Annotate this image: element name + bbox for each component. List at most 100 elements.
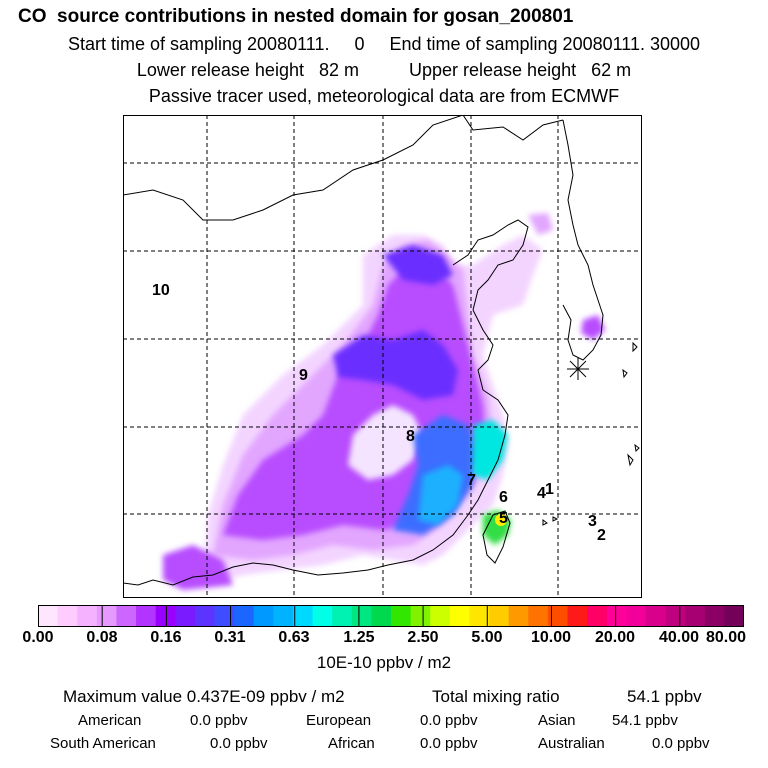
- colorbar-tick-label: 20.00: [594, 629, 636, 646]
- colorbar-swatch: [292, 605, 314, 627]
- colorbar-swatch: [194, 605, 215, 627]
- source-name: South American: [50, 735, 156, 752]
- colorbar-tick-label: 80.00: [705, 629, 747, 646]
- field-korea-patch: [581, 315, 605, 340]
- region-label: 9: [299, 367, 308, 384]
- ryukyu-islands: [542, 516, 559, 526]
- northern-border: [123, 115, 464, 221]
- bohai-coast: [452, 219, 529, 311]
- source-value: 54.1 ppbv: [612, 712, 678, 729]
- colorbar-swatch: [645, 605, 667, 627]
- source-name: Asian: [538, 712, 576, 729]
- colorbar-tick-label: 5.00: [471, 629, 503, 646]
- region-label: 8: [406, 428, 415, 445]
- source-name: European: [306, 712, 372, 729]
- colorbar-swatch: [234, 605, 255, 627]
- northeast-border: [462, 115, 564, 141]
- total-mixing-label: Total mixing ratio: [432, 687, 560, 706]
- colorbar-tick-label: 0.16: [150, 629, 182, 646]
- china-east-coast: [367, 309, 509, 571]
- max-value-label: Maximum value 0.437E-09 ppbv / m2: [63, 687, 345, 706]
- total-mixing-value: 54.1 ppbv: [627, 687, 702, 706]
- region-label: 7: [467, 472, 476, 489]
- colorbar-swatch: [136, 605, 157, 627]
- field-northeast-patch: [528, 213, 553, 235]
- colorbar-tick-label: 0.31: [214, 629, 246, 646]
- field-southwest-patch: [163, 545, 233, 590]
- colorbar-swatch: [371, 605, 392, 627]
- source-value: 0.0 ppbv: [652, 735, 710, 752]
- field-level-blue-north: [333, 330, 458, 400]
- region-label: 5: [499, 510, 508, 527]
- field-level-cyan: [473, 420, 508, 480]
- lat-lon-grid: [123, 115, 642, 598]
- colorbar-tick-label: 1.25: [343, 629, 375, 646]
- colorbar: [38, 605, 744, 627]
- japan-islands: [622, 341, 640, 467]
- region-label: 2: [597, 527, 606, 544]
- colorbar-swatch: [587, 605, 608, 627]
- colorbar-swatch: [175, 605, 196, 627]
- colorbar-swatch: [430, 605, 451, 627]
- colorbar-tick-label: 40.00: [658, 629, 700, 646]
- colorbar-swatch: [96, 605, 117, 627]
- colorbar-tick-label: 0.08: [86, 629, 118, 646]
- colorbar-swatch: [469, 605, 490, 627]
- plot-title: CO source contributions in nested domain…: [18, 6, 574, 27]
- colorbar-swatch: [410, 605, 431, 627]
- source-name: American: [78, 712, 142, 729]
- korean-peninsula: [562, 119, 604, 361]
- colorbar-swatch: [606, 605, 627, 627]
- field-peak: [495, 514, 507, 526]
- colorbar-swatch: [351, 605, 372, 627]
- map-canvas: [123, 115, 642, 598]
- star-icon: [567, 358, 589, 380]
- source-name: Australian: [538, 735, 605, 752]
- release-height-line: Lower release height 82 m Upper release …: [136, 60, 632, 80]
- colorbar-tick-label: 0.63: [278, 629, 310, 646]
- colorbar-swatch: [77, 605, 98, 627]
- colorbar-swatch: [57, 605, 78, 627]
- coastlines: [123, 115, 640, 586]
- colorbar-units: 10E-10 ppbv / m2: [316, 653, 452, 672]
- field-gap: [348, 405, 423, 480]
- source-value: 0.0 ppbv: [420, 735, 478, 752]
- region-label: 3: [588, 513, 597, 530]
- colorbar-swatch: [528, 605, 549, 627]
- colorbar-tick-label: 2.50: [407, 629, 439, 646]
- colorbar-swatch: [626, 605, 647, 627]
- colorbar-tick-label: 10.00: [530, 629, 572, 646]
- colorbar-swatch: [253, 605, 274, 627]
- colorbar-swatch: [724, 605, 744, 627]
- region-label: 1: [545, 481, 554, 498]
- colorbar-swatch: [547, 605, 568, 627]
- colorbar-swatch: [332, 605, 353, 627]
- colorbar-swatch: [312, 605, 333, 627]
- colorbar-swatch: [685, 605, 706, 627]
- colorbar-swatch: [273, 605, 294, 627]
- region-label: 6: [499, 489, 508, 506]
- colorbar-tick-label: 0.00: [22, 629, 54, 646]
- map-frame: [123, 115, 642, 598]
- colorbar-swatch: [704, 605, 725, 627]
- concentration-field: [163, 213, 605, 590]
- sampling-time-line: Start time of sampling 20080111. 0 End t…: [67, 34, 701, 54]
- colorbar-swatch: [449, 605, 470, 627]
- colorbar-swatch: [116, 605, 137, 627]
- tracer-note-line: Passive tracer used, meteorological data…: [148, 86, 620, 106]
- field-level-blue-top: [383, 245, 453, 285]
- colorbar-swatch: [489, 605, 510, 627]
- taiwan-outline: [482, 510, 511, 564]
- colorbar-swatch: [567, 605, 588, 627]
- source-name: African: [328, 735, 375, 752]
- field-level-lightblue: [418, 465, 463, 525]
- southern-coast: [123, 562, 369, 586]
- source-value: 0.0 ppbv: [190, 712, 248, 729]
- colorbar-swatch: [508, 605, 529, 627]
- colorbar-swatch: [665, 605, 686, 627]
- source-value: 0.0 ppbv: [210, 735, 268, 752]
- region-label: 4: [537, 485, 546, 502]
- colorbar-swatch: [155, 605, 176, 627]
- source-value: 0.0 ppbv: [420, 712, 478, 729]
- colorbar-swatch: [38, 605, 59, 627]
